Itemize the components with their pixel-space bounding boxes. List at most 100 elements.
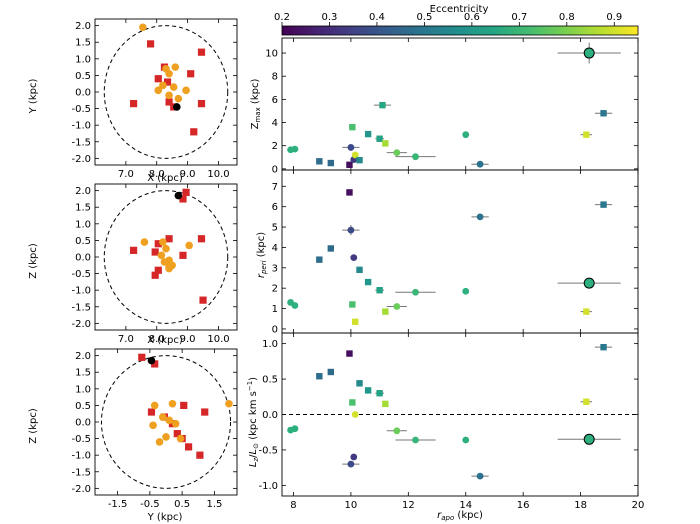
data-point-square [376, 135, 383, 142]
panel-xy: -2.0 -1.5 -1.0 -0.5 0.0 0.5 1.0 1.5 2.0 7.0 8.0 9.0… [28, 18, 238, 184]
data-point-square [346, 161, 353, 168]
data-point-circle [393, 149, 401, 157]
x-tick-label: 10.0 [207, 334, 229, 345]
panel-lz: -1.0 -0.5 0.0 0.5 1.0 8 10 12 14 16 18 20 Lz/L⊙ (kp… [246, 332, 644, 522]
data-point-circle [351, 411, 359, 418]
data-point-square [349, 301, 356, 308]
y-tick-label: 0.0 [75, 88, 91, 99]
data-point-square [376, 287, 383, 294]
panel-zmax-ylabel: Zmax (kpc) [250, 79, 262, 130]
square-marker [165, 235, 173, 243]
circle-marker [165, 416, 174, 425]
y-tick-label: -2.0 [71, 484, 91, 495]
data-point-circle [347, 460, 355, 468]
data-point-square [364, 278, 372, 286]
y-tick-label: 0.5 [75, 236, 91, 247]
data-point-circle [476, 160, 484, 168]
x-tick-label: 8.0 [149, 169, 165, 180]
square-marker [197, 235, 206, 243]
x-tick-label: 14 [459, 500, 472, 511]
data-point-square [364, 130, 372, 138]
data-point-square [356, 266, 363, 274]
y-tick-label: 7 [272, 182, 278, 193]
y-tick-label: 4 [272, 243, 278, 254]
circle-marker [165, 91, 173, 100]
x-tick-label: 10 [345, 500, 358, 511]
x-tick-label: 7.0 [118, 334, 134, 345]
y-tick-label: 10 [265, 49, 278, 60]
data-point-square [346, 350, 353, 357]
x-tick-label: -1.5 [108, 499, 128, 510]
data-point-circle [476, 472, 484, 480]
panel-yz: -2.0 -1.5 -1.0 -0.5 0.0 0.5 1.0 1.5 2.0 -1.5 -0.5 0… [28, 348, 238, 523]
square-marker [190, 128, 198, 136]
data-point-circle [412, 436, 419, 444]
circle-marker [162, 433, 170, 441]
square-marker [173, 430, 181, 438]
data-point-square [382, 400, 389, 408]
y-tick-label: -1.0 [71, 121, 91, 132]
x-tick-label: -0.5 [140, 499, 160, 510]
x-tick-label: 16 [517, 500, 530, 511]
x-tick-label: 8.0 [149, 334, 165, 345]
data-point-square [316, 256, 323, 263]
square-marker [184, 443, 193, 451]
colorbar-tick-label: 0.6 [464, 12, 480, 23]
y-tick-label: 0.0 [262, 410, 278, 421]
panel-xz-xlabel: X (kpc) [147, 335, 183, 346]
data-point-circle [462, 436, 470, 444]
circle-marker [168, 399, 177, 408]
x-tick-label: 7.0 [118, 169, 134, 180]
panel-zmax: 0 2 4 6 8 10 Zmax (kpc) [250, 37, 639, 175]
y-tick-label: 2.0 [75, 351, 91, 362]
y-tick-label: 0.5 [75, 401, 91, 412]
y-tick-label: 1.5 [75, 38, 91, 49]
y-tick-label: 1.0 [262, 339, 278, 350]
panel-xy-ylabel: Y (kpc) [28, 79, 39, 115]
axes-frame [94, 18, 238, 166]
panel-rperi: 0 1 2 3 4 5 6 7 rperi (kpc) [256, 169, 639, 335]
data-point-circle [393, 303, 401, 310]
square-marker [187, 70, 195, 78]
y-tick-label: -0.5 [258, 445, 278, 456]
data-point-square [316, 373, 323, 380]
square-marker [199, 296, 207, 304]
data-point-circle [583, 47, 595, 59]
data-point-square [327, 245, 335, 252]
y-tick-label: -1.0 [71, 286, 91, 297]
data-point-square [352, 318, 359, 325]
y-tick-label: 0.0 [75, 418, 91, 429]
y-tick-label: -0.5 [71, 434, 91, 445]
square-marker [197, 100, 206, 108]
circle-marker [165, 69, 173, 78]
colorbar: Eccentricity 0.2 0.3 0.4 0.5 0.6 0.7 0.8 0.9 [274, 4, 639, 36]
data-point-circle [291, 302, 299, 309]
panel-lz-xlabel: rapo (kpc) [437, 510, 483, 522]
colorbar-tick-label: 0.4 [369, 12, 385, 23]
x-tick-label: 12 [402, 500, 415, 511]
data-point-square [364, 387, 372, 394]
y-tick-label: -1.0 [71, 451, 91, 462]
y-tick-label: 0.0 [75, 253, 91, 264]
colorbar-tick-label: 0.8 [559, 12, 575, 23]
square-marker [179, 195, 187, 203]
circle-marker [185, 241, 193, 250]
y-tick-label: 4 [272, 118, 278, 129]
data-point-circle [476, 213, 484, 221]
colorbar-tick-label: 0.7 [511, 12, 527, 23]
colorbar-gradient [281, 25, 639, 36]
data-point-circle [350, 453, 358, 461]
colorbar-ticks: 0.2 0.3 0.4 0.5 0.6 0.7 0.8 0.9 [274, 12, 622, 26]
x-tick-label: 18 [574, 500, 587, 511]
data-point-square [349, 399, 356, 406]
square-marker [146, 40, 155, 48]
data-point-square [376, 390, 383, 397]
square-marker [182, 188, 190, 196]
data-point-square [382, 140, 389, 147]
circle-marker [154, 86, 163, 95]
data-point-square [349, 123, 356, 131]
y-tick-label: 0 [272, 324, 278, 335]
square-marker [129, 246, 138, 254]
circle-marker [139, 23, 147, 32]
colorbar-tick-label: 0.3 [322, 12, 338, 23]
